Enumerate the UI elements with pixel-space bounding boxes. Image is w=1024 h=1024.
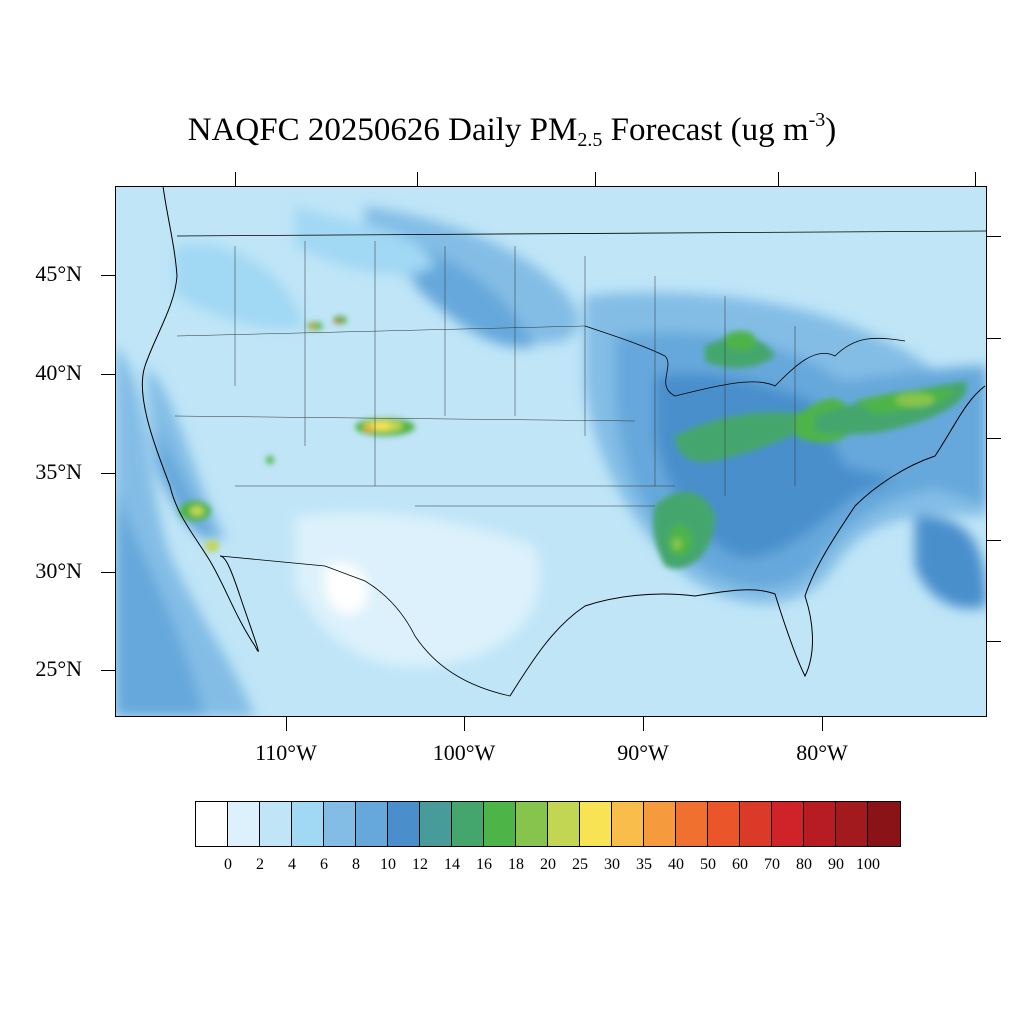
lon-label-90w: 90°W <box>617 740 669 765</box>
colorbar-label: 0 <box>224 856 232 873</box>
coastlines-and-borders <box>141 186 987 697</box>
colorbar-swatch <box>260 802 292 846</box>
bottom-tick <box>464 717 465 731</box>
top-tick <box>778 172 779 186</box>
colorbar-swatch <box>420 802 452 846</box>
state-borders-vertical <box>234 241 796 496</box>
colorbar-swatch <box>388 802 420 846</box>
bottom-tick <box>643 717 644 731</box>
right-tick <box>987 338 1001 339</box>
left-tick <box>101 275 115 276</box>
colorbar-label: 4 <box>288 856 296 873</box>
colorbar-swatch <box>580 802 612 846</box>
colorbar-label: 80 <box>796 856 812 873</box>
state-borders-horizontal <box>174 325 675 507</box>
top-tick <box>417 172 418 186</box>
colorbar-label: 25 <box>572 856 588 873</box>
colorbar-label: 20 <box>540 856 556 873</box>
colorbar-swatch <box>356 802 388 846</box>
lat-label-30n: 30°N <box>35 558 82 583</box>
colorbar-swatch <box>644 802 676 846</box>
top-tick <box>595 172 596 186</box>
colorbar-label: 100 <box>856 856 880 873</box>
bottom-tick <box>822 717 823 731</box>
left-tick <box>101 670 115 671</box>
colorbar-swatch <box>708 802 740 846</box>
west-coastline <box>141 186 211 562</box>
colorbar-label: 90 <box>828 856 844 873</box>
colorbar-swatch <box>868 802 900 846</box>
colorbar-label: 14 <box>444 856 460 873</box>
colorbar-swatch <box>324 802 356 846</box>
hotspots <box>179 316 967 569</box>
left-tick <box>101 473 115 474</box>
lon-label-80w: 80°W <box>796 740 848 765</box>
top-tick <box>235 172 236 186</box>
colorbar-swatch <box>612 802 644 846</box>
great-lakes-shore <box>584 325 906 397</box>
colorbar-swatch <box>772 802 804 846</box>
colorbar-label: 60 <box>732 856 748 873</box>
lat-label-25n: 25°N <box>35 656 82 681</box>
lat-label-45n: 45°N <box>35 261 82 286</box>
colorbar <box>195 801 901 847</box>
right-tick <box>987 438 1001 439</box>
colorbar-swatch <box>484 802 516 846</box>
colorbar-swatch <box>676 802 708 846</box>
colorbar-label: 12 <box>412 856 428 873</box>
colorbar-swatch <box>452 802 484 846</box>
left-tick <box>101 572 115 573</box>
colorbar-label: 2 <box>256 856 264 873</box>
colorbar-label: 8 <box>352 856 360 873</box>
colorbar-swatch <box>516 802 548 846</box>
baja-coastline <box>209 555 259 652</box>
colorbar-label: 30 <box>604 856 620 873</box>
pm25-forecast-map <box>115 186 987 717</box>
colorbar-swatch <box>836 802 868 846</box>
colorbar-label: 6 <box>320 856 328 873</box>
bottom-tick <box>286 717 287 731</box>
chart-title: NAQFC 20250626 Daily PM2.5 Forecast (ug … <box>187 109 837 151</box>
colorbar-labels: 0 2 4 6 8 10 12 14 16 18 20 25 30 35 40 50 60 70 80 90 100 <box>195 856 907 876</box>
colorbar-label: 18 <box>508 856 524 873</box>
lon-label-100w: 100°W <box>432 740 496 765</box>
right-tick <box>987 236 1001 237</box>
colorbar-swatch <box>804 802 836 846</box>
colorbar-swatch <box>548 802 580 846</box>
lat-label-35n: 35°N <box>35 459 82 484</box>
lat-label-40n: 40°N <box>35 360 82 385</box>
colorbar-swatch <box>292 802 324 846</box>
colorbar-label: 50 <box>700 856 716 873</box>
gulf-atlantic-coastline <box>509 385 986 697</box>
right-tick <box>987 641 1001 642</box>
colorbar-label: 10 <box>380 856 396 873</box>
mexico-border <box>219 555 511 697</box>
colorbar-label: 70 <box>764 856 780 873</box>
colorbar-label: 40 <box>668 856 684 873</box>
colorbar-swatch <box>228 802 260 846</box>
canada-border <box>176 230 987 237</box>
colorbar-swatch <box>196 802 228 846</box>
top-tick <box>975 172 976 186</box>
lon-label-110w: 110°W <box>255 740 317 765</box>
colorbar-label: 35 <box>636 856 652 873</box>
colorbar-label: 16 <box>476 856 492 873</box>
colorbar-swatch <box>740 802 772 846</box>
left-tick <box>101 374 115 375</box>
right-tick <box>987 540 1001 541</box>
